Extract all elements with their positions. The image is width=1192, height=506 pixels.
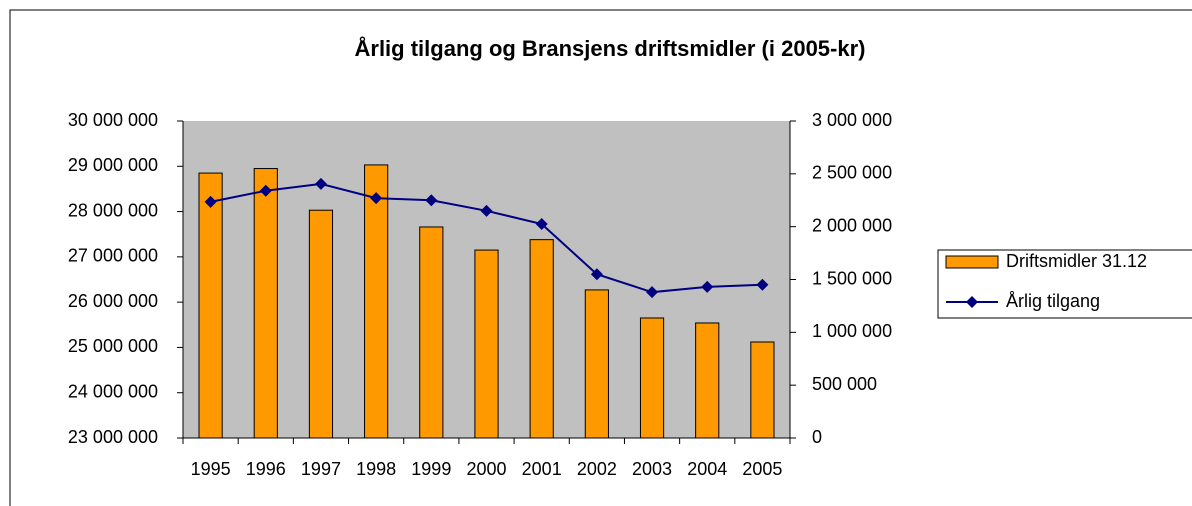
y-tick-label: 23 000 000 [68, 427, 158, 447]
bar [308, 209, 334, 439]
x-tick-label: 2004 [687, 459, 727, 479]
bar [474, 249, 499, 439]
y-tick-label: 30 000 000 [68, 110, 158, 130]
line-marker [535, 218, 548, 231]
y-tick-label: 25 000 000 [68, 336, 158, 356]
x-tick-label: 2003 [632, 459, 672, 479]
x-tick-label: 2002 [577, 459, 617, 479]
bar [695, 322, 720, 439]
line-marker [204, 195, 217, 208]
y-tick-label: 26 000 000 [68, 291, 158, 311]
x-tick-label: 2005 [742, 459, 782, 479]
line-marker [756, 278, 769, 291]
y2-tick-label: 2 000 000 [812, 215, 892, 235]
legend-label: Årlig tilgang [1006, 291, 1100, 311]
line-marker [259, 184, 272, 197]
y2-tick-label: 500 000 [812, 374, 877, 394]
x-tick-label: 1999 [411, 459, 451, 479]
bar [584, 289, 609, 439]
x-tick-label: 1995 [191, 459, 231, 479]
line-marker [314, 177, 327, 190]
bar [364, 164, 389, 439]
y-tick-label: 28 000 000 [68, 200, 158, 220]
y2-tick-label: 2 500 000 [812, 163, 892, 183]
legend-marker [966, 296, 978, 308]
x-tick-label: 1998 [356, 459, 396, 479]
y2-tick-label: 1 500 000 [812, 268, 892, 288]
bar [750, 341, 775, 439]
y-tick-label: 27 000 000 [68, 246, 158, 266]
x-tick-label: 1996 [246, 459, 286, 479]
y2-tick-label: 3 000 000 [812, 110, 892, 130]
x-tick-label: 1997 [301, 459, 341, 479]
line-marker [425, 194, 438, 207]
bar [198, 172, 223, 439]
line-marker [480, 204, 493, 217]
bar [639, 317, 665, 439]
line-marker [646, 286, 659, 299]
x-tick-label: 2000 [466, 459, 506, 479]
y2-tick-label: 1 000 000 [812, 321, 892, 341]
line-marker [370, 192, 383, 205]
line-marker [590, 268, 603, 281]
y-tick-label: 29 000 000 [68, 155, 158, 175]
line-marker [701, 280, 714, 293]
y-tick-label: 24 000 000 [68, 381, 158, 401]
legend-label: Driftsmidler 31.12 [1006, 251, 1147, 271]
legend-swatch [945, 255, 999, 269]
bar [419, 226, 444, 439]
chart-title: Årlig tilgang og Bransjens driftsmidler … [355, 35, 866, 61]
x-tick-label: 2001 [522, 459, 562, 479]
y2-tick-label: 0 [812, 427, 822, 447]
bar [529, 239, 554, 439]
bar [253, 168, 278, 439]
